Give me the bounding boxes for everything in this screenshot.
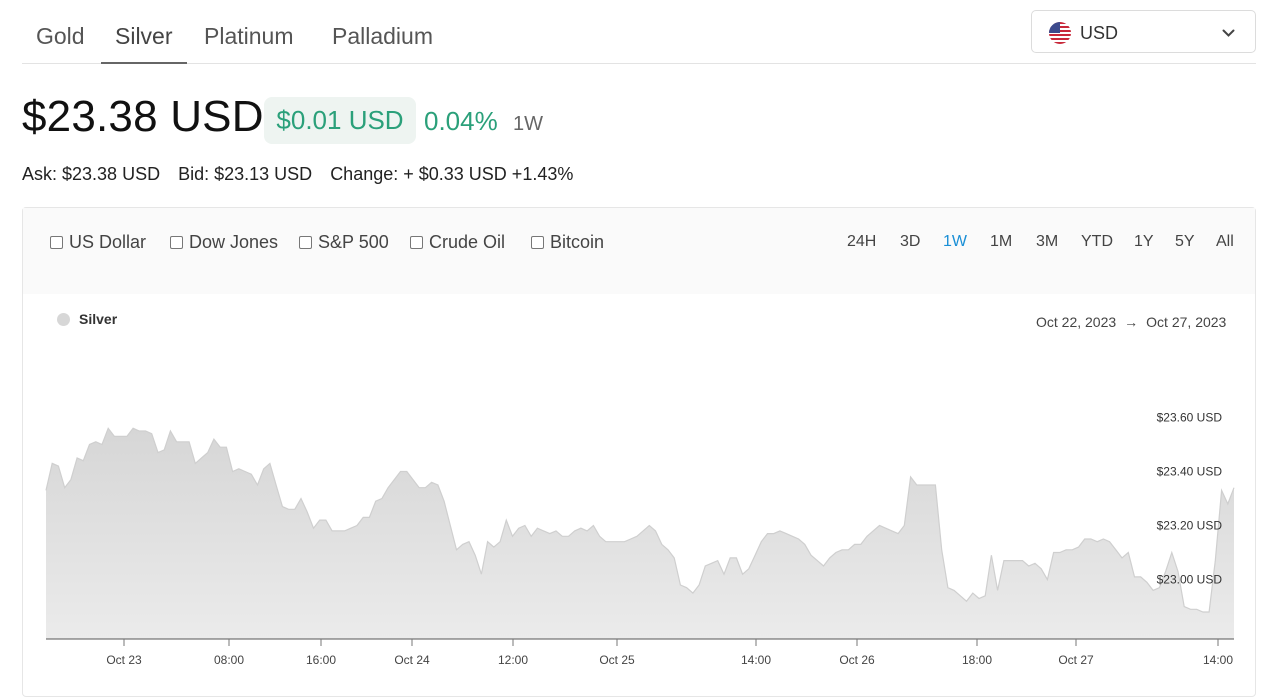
currency-select[interactable]: USD	[1031, 10, 1256, 53]
x-tick-label: Oct 25	[599, 653, 635, 667]
range-ytd[interactable]: YTD	[1081, 233, 1113, 250]
checkbox-icon[interactable]	[170, 236, 183, 249]
x-tick-label: 14:00	[741, 653, 771, 667]
us-flag-icon	[1049, 22, 1071, 44]
change-period: 1W	[513, 113, 543, 135]
x-tick-label: 12:00	[498, 653, 528, 667]
tab-platinum[interactable]: Platinum	[204, 23, 294, 49]
x-tick-label: 08:00	[214, 653, 244, 667]
range-1y[interactable]: 1Y	[1134, 233, 1154, 250]
chevron-down-icon	[1222, 25, 1235, 43]
legend-silver: Silver	[79, 311, 118, 327]
chart-legend[interactable]: Silver	[57, 311, 117, 327]
range-1m[interactable]: 1M	[990, 233, 1013, 250]
arrow-right-icon: →	[1124, 314, 1139, 330]
price-chart[interactable]: $23.00 USD $23.20 USD $23.40 USD $23.60 USD…	[23, 208, 1255, 690]
x-tick-label: 16:00	[306, 653, 336, 667]
x-tick-label: Oct 26	[839, 653, 875, 667]
chart-panel: US Dollar Dow Jones S&P 500 Crude Oil Bi…	[22, 207, 1256, 697]
y-tick-label: $23.40 USD	[1157, 464, 1223, 478]
date-range: Oct 22, 2023 → Oct 27, 2023	[1036, 314, 1226, 330]
legend-dot-icon	[57, 312, 70, 326]
change-percent: 0.04%	[424, 106, 498, 136]
x-tick-label: Oct 27	[1058, 653, 1094, 667]
tab-gold[interactable]: Gold	[36, 23, 85, 49]
x-tick-label: Oct 23	[106, 653, 142, 667]
range-1w[interactable]: 1W	[943, 233, 967, 250]
date-range-end: Oct 27, 2023	[1146, 314, 1227, 330]
range-3d[interactable]: 3D	[900, 233, 921, 250]
silver-line	[45, 427, 1235, 613]
range-all[interactable]: All	[1216, 233, 1234, 250]
spot-price: $23.38 USD	[22, 92, 264, 141]
compare-sp-500[interactable]: S&P 500	[299, 232, 389, 253]
x-tick-label: 14:00	[1203, 653, 1233, 667]
range-5y[interactable]: 5Y	[1175, 233, 1195, 250]
bid-price: Bid: $23.13 USD	[178, 164, 313, 184]
ask-price: Ask: $23.38 USD	[22, 164, 161, 184]
checkbox-icon[interactable]	[531, 236, 544, 249]
range-3m[interactable]: 3M	[1036, 233, 1059, 250]
change-detail: Change: + $0.33 USD +1.43%	[330, 164, 574, 184]
tab-palladium[interactable]: Palladium	[332, 23, 433, 49]
currency-code: USD	[1080, 23, 1119, 43]
checkbox-icon[interactable]	[299, 236, 312, 249]
quote-stats: Ask: $23.38 USD Bid: $23.13 USD Change: …	[22, 164, 586, 185]
y-tick-label: $23.60 USD	[1157, 410, 1223, 424]
range-24h[interactable]: 24H	[847, 233, 877, 250]
y-tick-label: $23.20 USD	[1157, 519, 1223, 533]
checkbox-icon[interactable]	[410, 236, 423, 249]
checkbox-icon[interactable]	[50, 236, 63, 249]
compare-bitcoin[interactable]: Bitcoin	[531, 232, 604, 253]
change-badge: $0.01 USD	[264, 97, 416, 144]
compare-us-dollar[interactable]: US Dollar	[50, 232, 146, 253]
metal-tabs: Gold Silver Platinum Palladium	[22, 10, 1256, 64]
compare-crude-oil[interactable]: Crude Oil	[410, 232, 505, 253]
date-range-start: Oct 22, 2023	[1036, 314, 1117, 330]
compare-dow-jones[interactable]: Dow Jones	[170, 232, 278, 253]
x-tick-label: Oct 24	[394, 653, 430, 667]
tab-silver[interactable]: Silver	[101, 22, 187, 64]
x-tick-label: 18:00	[962, 653, 992, 667]
chart-toolbar	[23, 208, 1255, 294]
y-tick-label: $23.00 USD	[1157, 573, 1223, 587]
